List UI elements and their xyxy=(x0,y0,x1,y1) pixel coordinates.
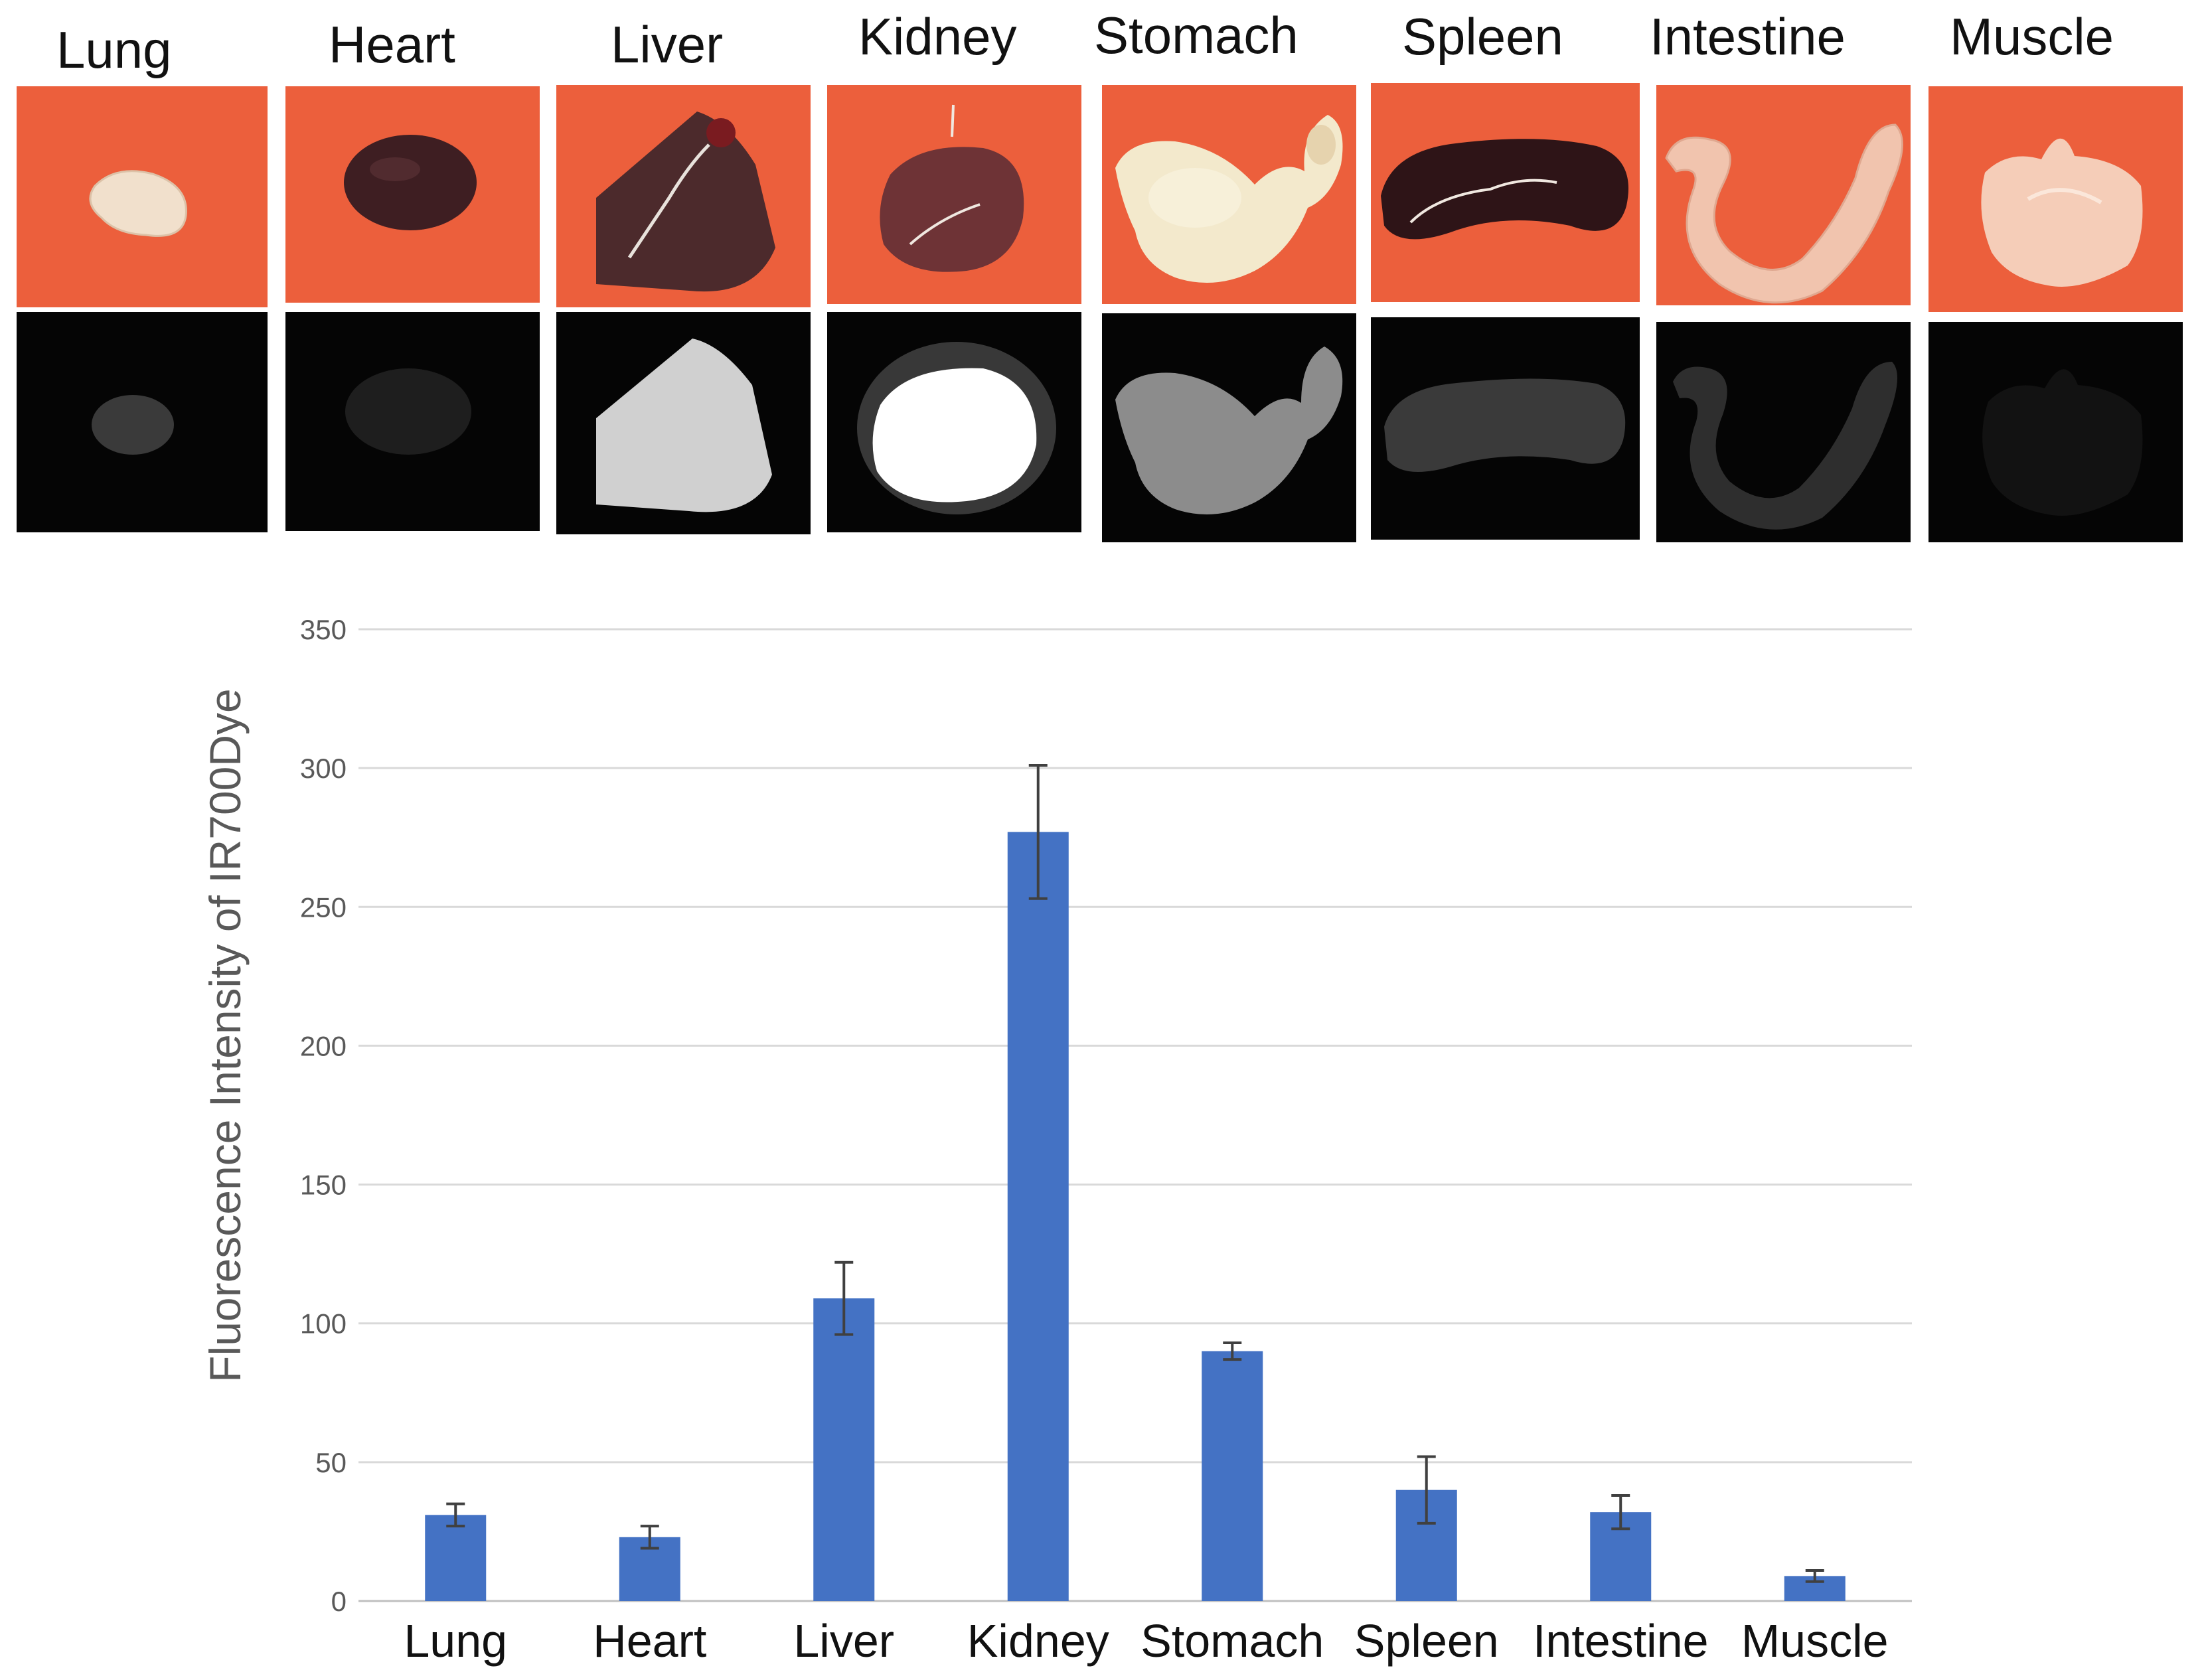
bar-layer xyxy=(425,832,1846,1601)
error-bar-intestine xyxy=(1611,1494,1630,1531)
photo-lung xyxy=(17,86,268,307)
fluorescence-kidney xyxy=(827,312,1081,532)
error-bar-kidney xyxy=(1028,763,1048,900)
y-tick-label: 150 xyxy=(300,1170,347,1201)
organ-label-intestine: Intestine xyxy=(1650,7,1846,66)
organ-label-heart: Heart xyxy=(329,15,455,74)
x-category-label: Intestine xyxy=(1533,1615,1709,1667)
y-tick-label: 50 xyxy=(315,1447,347,1478)
error-bar-heart xyxy=(640,1525,659,1550)
bar-kidney xyxy=(1007,832,1069,1601)
photo-liver xyxy=(556,85,811,307)
error-bar-lung xyxy=(446,1502,465,1528)
photo-heart xyxy=(285,86,540,303)
photo-muscle xyxy=(1928,86,2183,312)
x-category-label: Spleen xyxy=(1354,1615,1499,1667)
fluorescence-intestine xyxy=(1656,322,1911,542)
x-category-label: Kidney xyxy=(967,1615,1109,1667)
photo-spleen xyxy=(1371,83,1640,302)
fluorescence-muscle xyxy=(1928,322,2183,542)
y-tick-label: 200 xyxy=(300,1030,347,1061)
bar-lung xyxy=(425,1515,487,1601)
fluorescence-spleen xyxy=(1371,317,1640,540)
error-bar-liver xyxy=(834,1260,854,1336)
photo-intestine xyxy=(1656,85,1911,305)
error-bar-stomach xyxy=(1223,1341,1242,1361)
x-category-label: Heart xyxy=(593,1615,706,1667)
bar-liver xyxy=(813,1298,875,1601)
organ-label-spleen: Spleen xyxy=(1402,7,1563,66)
bar-stomach xyxy=(1202,1351,1263,1601)
y-tick-label: 100 xyxy=(300,1308,347,1339)
y-tick-label: 250 xyxy=(300,891,347,923)
organ-label-liver: Liver xyxy=(611,15,724,74)
grid-layer xyxy=(358,628,1912,1602)
y-tick-label: 350 xyxy=(300,614,347,645)
organ-label-stomach: Stomach xyxy=(1094,6,1299,64)
fluorescence-lung xyxy=(17,312,268,532)
x-category-label: Stomach xyxy=(1141,1615,1324,1667)
fluorescence-liver xyxy=(556,312,811,534)
error-bar-muscle xyxy=(1805,1568,1824,1583)
error-bar-spleen xyxy=(1417,1455,1436,1525)
label-layer: 0 50 100 150 200 250 300 350 Lung Heart Liver Kidne… xyxy=(300,614,1889,1667)
x-category-label: Liver xyxy=(793,1615,894,1667)
photo-kidney xyxy=(827,85,1081,304)
photo-stomach xyxy=(1102,85,1356,304)
y-tick-label: 300 xyxy=(300,753,347,784)
fluorescence-heart xyxy=(285,312,540,531)
fluorescence-stomach xyxy=(1102,313,1356,542)
y-axis-title: Fluorescence Intensity of IR700Dye xyxy=(200,688,250,1383)
error-bar-layer xyxy=(446,763,1824,1583)
x-category-label: Muscle xyxy=(1741,1615,1889,1667)
organ-label-muscle: Muscle xyxy=(1950,7,2114,66)
organ-label-lung: Lung xyxy=(56,21,172,79)
y-tick-label: 0 xyxy=(331,1586,347,1617)
organ-label-kidney: Kidney xyxy=(858,7,1017,66)
x-category-label: Lung xyxy=(404,1615,507,1667)
